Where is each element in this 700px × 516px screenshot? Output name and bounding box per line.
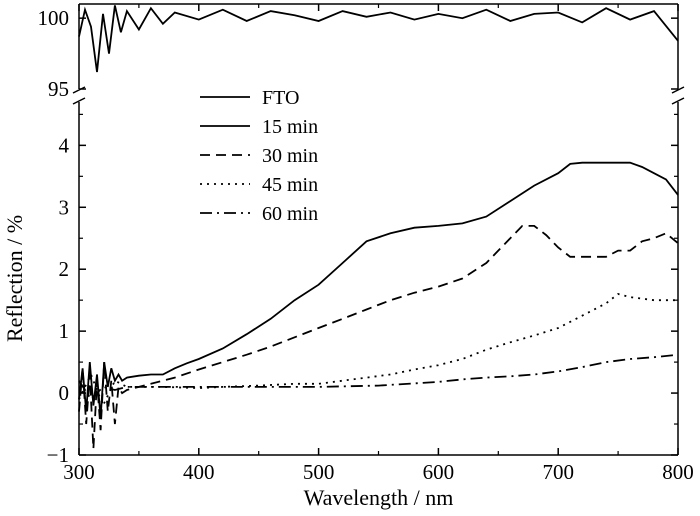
series-layer [78, 5, 679, 449]
legend-label-2: 15 min [262, 116, 318, 138]
axis-break-mark-left-2 [72, 97, 86, 105]
legend-label-4: 45 min [262, 174, 318, 196]
y-tick-label: 0 [59, 381, 70, 405]
y-tick-label: 1 [59, 319, 70, 343]
series-line-3 [78, 225, 679, 449]
series-line-5 [78, 353, 679, 401]
axis-break-mark-right-1 [671, 86, 685, 94]
x-tick-label: 700 [542, 460, 574, 484]
y-upper-tick-label: 95 [48, 77, 69, 101]
y-tick-label: 3 [59, 195, 70, 219]
y-axis-title: Reflection / % [2, 215, 27, 342]
tick-layer: 300 400 500 600 700 800 −1 0 1 2 3 4 95 100 [38, 4, 694, 484]
x-tick-label: 800 [662, 460, 694, 484]
legend-label-5: 60 min [262, 203, 318, 225]
y-upper-tick-label: 100 [38, 6, 70, 30]
y-tick-label: −1 [47, 443, 69, 467]
series-line-4 [78, 293, 678, 408]
legend: FTO 15 min 30 min 45 min 60 min [200, 87, 318, 225]
legend-label-3: 30 min [262, 145, 318, 167]
x-tick-label: 600 [423, 460, 455, 484]
x-tick-label: 400 [183, 460, 215, 484]
x-axis-title: Wavelength / nm [304, 485, 454, 510]
series-line-1 [78, 5, 679, 73]
y-tick-label: 2 [59, 257, 70, 281]
legend-label-1: FTO [262, 87, 299, 109]
x-tick-label: 300 [63, 460, 95, 484]
axis-break-mark-right-2 [671, 97, 685, 105]
axis-break-mark-left-1 [72, 86, 86, 94]
x-tick-label: 500 [303, 460, 335, 484]
y-tick-label: 4 [59, 133, 70, 157]
